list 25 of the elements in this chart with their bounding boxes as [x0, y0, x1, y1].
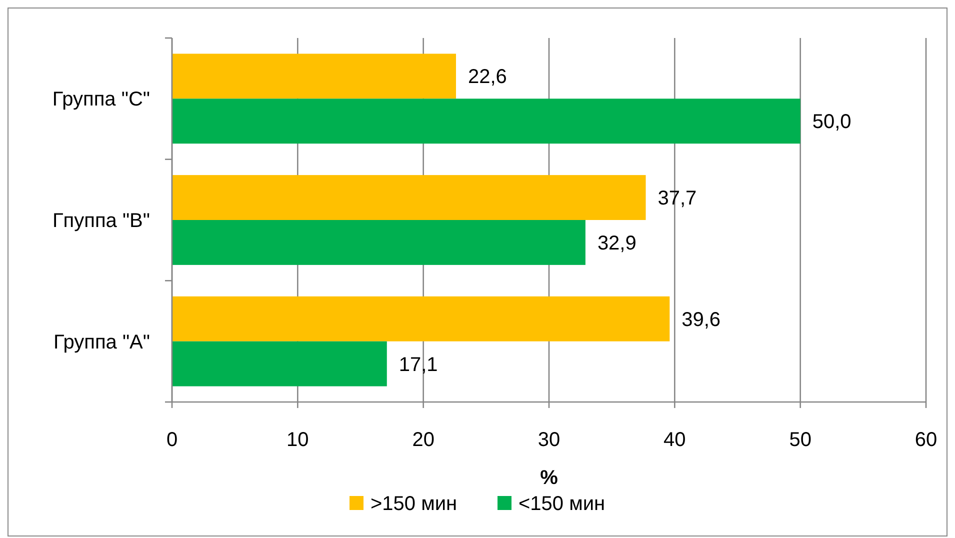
x-tick-label: 60 — [914, 429, 938, 451]
x-tick-label: 30 — [538, 429, 560, 451]
x-tick-label: 50 — [789, 429, 812, 451]
bar — [172, 54, 456, 99]
x-axis-title: % — [540, 467, 558, 489]
y-tick-label: Группа "C" — [52, 88, 150, 111]
y-tick-label: Группа "A" — [54, 331, 150, 354]
data-label: 37,7 — [658, 188, 697, 210]
x-tick-label: 0 — [166, 429, 178, 451]
data-label: 22,6 — [468, 66, 507, 88]
y-tick-label: Гпуппа "B" — [52, 210, 150, 232]
bar — [172, 296, 670, 342]
data-label: 39,6 — [682, 308, 721, 331]
data-label: 17,1 — [398, 354, 438, 376]
bar — [172, 220, 586, 265]
bar — [172, 98, 800, 144]
legend-label: >150 мин — [370, 493, 458, 515]
legend-label: <150 мин — [518, 493, 606, 515]
x-tick-label: 10 — [286, 429, 309, 451]
x-tick-label: 40 — [664, 429, 686, 451]
bar — [172, 175, 646, 220]
bar — [172, 341, 387, 386]
data-label: 32,9 — [597, 232, 636, 254]
x-tick-label: 20 — [412, 429, 434, 451]
data-label: 50,0 — [812, 111, 852, 134]
